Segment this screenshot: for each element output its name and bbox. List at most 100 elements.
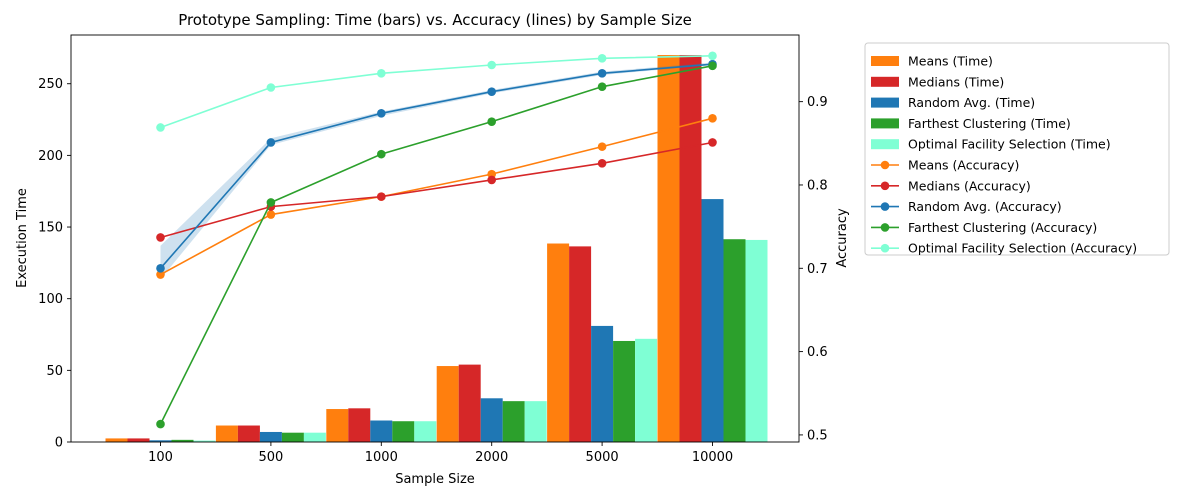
series-line	[160, 117, 713, 276]
y-axis-label: Execution Time	[15, 188, 30, 288]
legend-marker	[880, 243, 890, 253]
data-point	[377, 192, 386, 201]
data-point	[487, 87, 497, 96]
series-line	[159, 63, 713, 269]
legend-entry: Means (Time)	[908, 54, 993, 69]
legend-entry: Optimal Facility Selection (Accuracy)	[908, 241, 1137, 256]
legend-entry: Means (Accuracy)	[908, 158, 1019, 173]
data-point	[597, 54, 607, 63]
data-point	[266, 198, 276, 207]
x-tick-label: 100	[148, 450, 173, 465]
bar	[657, 55, 680, 442]
plot-area: 0 50 100 150 200 250 0.5 0.6 0.7 0.8 0.9 100 500 1000…	[38, 34, 828, 465]
confidence-band	[160, 62, 713, 280]
y2-tick-label: 0.7	[807, 262, 828, 277]
bar	[193, 440, 216, 442]
data-point	[377, 69, 386, 78]
y2-axis-label: Accuracy	[835, 208, 850, 268]
data-point	[487, 175, 497, 185]
chart-title: Prototype Sampling: Time (bars) vs. Accu…	[178, 11, 692, 29]
legend-marker	[880, 202, 890, 211]
bar	[326, 409, 349, 442]
data-point	[597, 142, 607, 151]
legend-marker	[880, 181, 890, 191]
bar	[105, 438, 128, 442]
bar	[149, 440, 172, 442]
data-point	[266, 83, 276, 92]
data-point	[156, 419, 165, 429]
data-point	[156, 123, 165, 132]
bar	[127, 438, 150, 442]
plot-frame	[70, 34, 800, 443]
data-point	[597, 159, 607, 168]
bar	[259, 431, 282, 442]
data-point	[597, 69, 607, 78]
bar	[723, 239, 746, 442]
bar	[613, 340, 636, 442]
series-line	[160, 55, 713, 129]
y2-tick-label: 0.9	[807, 95, 828, 110]
bar	[635, 338, 658, 442]
data-point	[708, 138, 717, 147]
bar	[392, 421, 415, 442]
legend-swatch	[871, 139, 899, 150]
bar	[348, 408, 371, 442]
bar	[171, 439, 194, 442]
data-point	[156, 263, 165, 273]
bar	[502, 401, 525, 442]
legend-box	[864, 42, 1170, 256]
data-point	[156, 233, 165, 242]
legend-swatch	[871, 97, 899, 108]
bar	[281, 432, 304, 442]
x-tick-label: 10000	[692, 450, 733, 465]
y-tick-label: 0	[55, 436, 63, 451]
y-tick-label: 50	[46, 364, 63, 379]
legend: Means (Time) Medians (Time) Random Avg. (T…	[864, 42, 1170, 256]
data-point	[266, 138, 276, 147]
legend-swatch	[871, 76, 899, 87]
data-point	[377, 149, 386, 159]
legend-swatch	[871, 118, 899, 129]
data-point	[708, 61, 717, 71]
data-point	[156, 270, 165, 279]
series-line	[159, 65, 713, 425]
data-point	[597, 82, 607, 91]
bar	[679, 55, 702, 442]
y2-tick-label: 0.6	[807, 345, 828, 360]
bar	[701, 199, 724, 442]
x-tick-label: 500	[258, 450, 283, 465]
bar	[370, 420, 393, 442]
data-point	[377, 109, 386, 118]
bar	[547, 243, 570, 442]
y2-tick-label: 0.5	[807, 428, 828, 443]
y-tick-label: 150	[38, 221, 63, 236]
bar	[303, 432, 326, 442]
legend-entry: Optimal Facility Selection (Time)	[908, 137, 1111, 152]
legend-entry: Medians (Time)	[908, 74, 1004, 89]
legend-entry: Random Avg. (Accuracy)	[908, 199, 1062, 214]
bar	[436, 366, 459, 442]
bar	[480, 398, 503, 442]
x-tick-label: 1000	[365, 450, 398, 465]
y-tick-label: 250	[38, 77, 63, 92]
bar	[524, 401, 547, 442]
y-tick-label: 200	[38, 149, 63, 164]
bar	[414, 421, 437, 442]
legend-marker	[880, 223, 890, 232]
data-point	[708, 51, 717, 61]
legend-swatch	[871, 56, 899, 66]
series-line	[160, 141, 713, 239]
bar	[237, 425, 260, 442]
bar	[591, 325, 614, 442]
bar	[215, 425, 238, 442]
x-tick-label: 2000	[475, 450, 508, 465]
x-axis-label: Sample Size	[395, 472, 475, 487]
bar	[745, 239, 768, 442]
data-point	[487, 60, 497, 70]
bar	[458, 364, 481, 442]
legend-entry: Farthest Clustering (Accuracy)	[908, 220, 1097, 235]
x-tick-label: 5000	[586, 450, 619, 465]
bar	[569, 246, 592, 442]
data-point	[708, 114, 717, 123]
legend-entry: Farthest Clustering (Time)	[908, 116, 1071, 131]
